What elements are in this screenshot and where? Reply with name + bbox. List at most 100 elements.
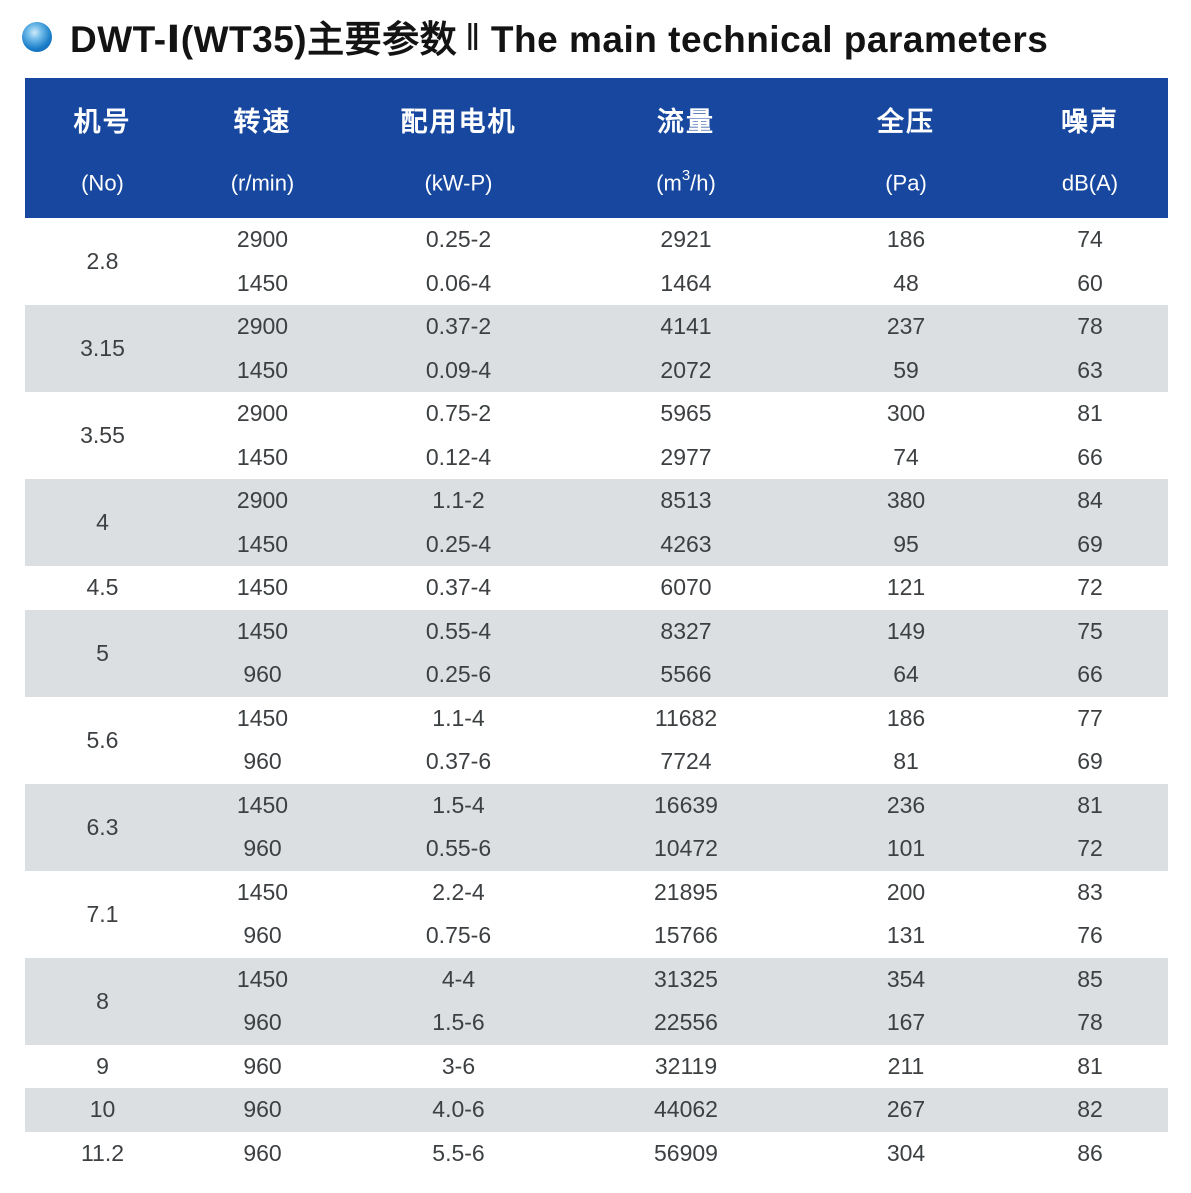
value-cell: 121 [886, 574, 926, 601]
value-cell: 60 [1077, 269, 1103, 296]
value-cell: 59 [800, 348, 1012, 392]
value-cell: 960 [180, 1001, 345, 1045]
value-cell: 186 [886, 704, 926, 731]
column-label-zh: 转速 [233, 107, 292, 137]
value-cell: 2977 [660, 443, 712, 470]
value-cell: 63 [1012, 348, 1168, 392]
value-cell: 960 [180, 827, 345, 871]
table-row: 2.8 2900 0.25-2 2921 186 74 [25, 218, 1168, 274]
table-row: 9 960 3-6 32119 211 81 [25, 1045, 1168, 1089]
fan-size-cell: 11.2 [80, 1139, 125, 1166]
value-cell: 48 [893, 269, 919, 296]
column-unit: (kW-P) [424, 170, 493, 195]
value-cell: 69 [1012, 522, 1168, 566]
table-row: 11.2 960 5.5-6 56909 304 86 [25, 1132, 1168, 1176]
value-cell: 0.37-6 [425, 748, 492, 775]
value-cell: 304 [886, 1139, 926, 1166]
value-cell: 44062 [572, 1088, 800, 1132]
value-cell: 0.25-6 [345, 653, 572, 697]
value-cell: 5965 [660, 400, 712, 427]
value-cell: 81 [1077, 1052, 1103, 1079]
column-unit: (No) [81, 170, 124, 195]
fan-size-cell: 10 [25, 1088, 180, 1132]
value-cell: 1.1-4 [432, 704, 485, 731]
column-header-no: 机号 (No) [25, 78, 180, 218]
value-cell: 1450 [236, 443, 289, 470]
value-cell: 1450 [236, 574, 289, 601]
value-cell: 5566 [572, 653, 800, 697]
value-cell: 2921 [660, 226, 712, 253]
title-divider: ‖ [465, 17, 481, 58]
column-label-zh: 配用电机 [400, 107, 517, 137]
column-unit: (Pa) [885, 170, 927, 195]
value-cell: 960 [243, 748, 282, 775]
fan-size-cell: 4.5 [86, 574, 119, 601]
value-cell: 6070 [660, 574, 712, 601]
column-label-zh: 流量 [657, 107, 715, 137]
value-cell: 72 [1012, 827, 1168, 871]
fan-size-cell: 3.15 [25, 305, 180, 392]
fan-size-cell: 2.8 [86, 248, 119, 274]
value-cell: 66 [1012, 653, 1168, 697]
value-cell: 77 [1077, 704, 1103, 731]
table-row: 1450 0.09-4 2072 59 63 [25, 348, 1168, 392]
value-cell: 1450 [180, 609, 345, 653]
value-cell: 8327 [572, 609, 800, 653]
page-title-zh: DWT-Ⅰ(WT35)主要参数 [70, 19, 458, 60]
fan-size-cell: 6.3 [25, 783, 180, 871]
value-cell: 2072 [572, 348, 800, 392]
fan-size-cell: 8 [25, 957, 180, 1045]
value-cell: 8513 [572, 479, 800, 523]
value-cell: 149 [800, 609, 1012, 653]
value-cell: 66 [1077, 443, 1103, 470]
header-row: 机号 (No) 转速 (r/min) 配用电机 (kW-P) [25, 78, 1168, 218]
value-cell: 1.5-6 [345, 1001, 572, 1045]
value-cell: 83 [1077, 878, 1103, 905]
table-row: 960 1.5-6 22556 167 78 [25, 1001, 1168, 1045]
value-cell: 0.12-4 [425, 443, 492, 470]
value-cell: 84 [1012, 479, 1168, 523]
value-cell: 7724 [660, 748, 712, 775]
value-cell: 95 [800, 522, 1012, 566]
column-header-speed: 转速 (r/min) [180, 78, 345, 218]
value-cell: 4-4 [345, 957, 572, 1001]
value-cell: 1450 [236, 704, 289, 731]
value-cell: 267 [800, 1088, 1012, 1132]
value-cell: 1.5-4 [345, 783, 572, 827]
value-cell: 1464 [660, 269, 712, 296]
column-unit: dB(A) [1061, 170, 1119, 195]
value-cell: 2900 [180, 479, 345, 523]
value-cell: 3-6 [441, 1052, 476, 1079]
value-cell: 0.55-4 [345, 609, 572, 653]
value-cell: 2900 [180, 305, 345, 349]
value-cell: 2.2-4 [432, 878, 485, 905]
value-cell: 85 [1012, 957, 1168, 1001]
value-cell: 200 [886, 878, 926, 905]
column-unit: (r/min) [230, 170, 295, 195]
table-row: 1450 0.06-4 1464 48 60 [25, 262, 1168, 306]
column-header-motor: 配用电机 (kW-P) [345, 78, 572, 218]
value-cell: 0.06-4 [425, 269, 492, 296]
table-header: 机号 (No) 转速 (r/min) 配用电机 (kW-P) [25, 78, 1168, 218]
value-cell: 236 [800, 783, 1012, 827]
value-cell: 2900 [236, 400, 289, 427]
value-cell: 21895 [654, 878, 718, 905]
table-row: 5.6 1450 1.1-4 11682 186 77 [25, 697, 1168, 753]
value-cell: 1450 [236, 878, 289, 905]
value-cell: 4141 [572, 305, 800, 349]
value-cell: 10472 [572, 827, 800, 871]
fan-size-cell: 3.55 [80, 422, 125, 448]
value-cell: 4263 [572, 522, 800, 566]
column-header-pressure: 全压 (Pa) [800, 78, 1012, 218]
value-cell: 56909 [654, 1139, 718, 1166]
title-row: DWT-Ⅰ(WT35)主要参数 ‖ The main technical param… [22, 10, 1048, 62]
value-cell: 0.09-4 [345, 348, 572, 392]
value-cell: 960 [180, 1088, 345, 1132]
table-row: 3.55 2900 0.75-2 5965 300 81 [25, 392, 1168, 448]
column-label-zh: 机号 [73, 107, 132, 137]
column-unit: (m3/h) [656, 166, 716, 195]
page-title-en: The main technical parameters [490, 19, 1049, 60]
table-row: 5 1450 0.55-4 8327 149 75 [25, 609, 1168, 697]
value-cell: 167 [800, 1001, 1012, 1045]
value-cell: 300 [886, 400, 926, 427]
